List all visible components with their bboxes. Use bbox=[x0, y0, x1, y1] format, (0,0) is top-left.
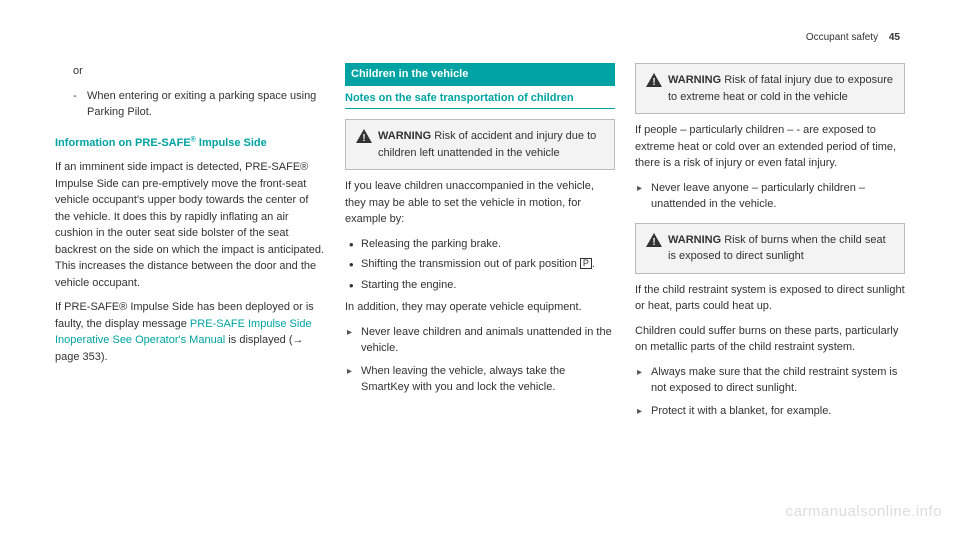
text-or: or bbox=[73, 63, 325, 80]
action-item: Always make sure that the child restrain… bbox=[635, 364, 905, 397]
body-text: In addition, they may operate vehicle eq… bbox=[345, 299, 615, 316]
section-bar-children: Children in the vehicle bbox=[345, 63, 615, 86]
page-number: 45 bbox=[889, 32, 900, 43]
section-rule-notes: Notes on the safe transportation of chil… bbox=[345, 90, 615, 110]
warning-heading: ! WARNING Risk of burns when the child s… bbox=[646, 232, 894, 265]
column-2: Children in the vehicle Notes on the saf… bbox=[345, 63, 615, 425]
warning-triangle-icon: ! bbox=[646, 73, 662, 87]
warning-box: ! WARNING Risk of accident and injury du… bbox=[345, 119, 615, 170]
bullet-item: Shifting the transmission out of park po… bbox=[345, 256, 615, 273]
body-text: If PRE-SAFE® Impulse Side has been deplo… bbox=[55, 299, 325, 365]
bullet-item: Releasing the parking brake. bbox=[345, 236, 615, 253]
warning-triangle-icon: ! bbox=[356, 129, 372, 143]
subheading-impulse-side: Information on PRE-SAFE® Impulse Side bbox=[55, 135, 325, 152]
warning-title: WARNING bbox=[378, 130, 431, 142]
warning-title: WARNING bbox=[668, 234, 721, 246]
warning-heading: ! WARNING Risk of fatal injury due to ex… bbox=[646, 72, 894, 105]
warning-box: ! WARNING Risk of burns when the child s… bbox=[635, 223, 905, 274]
svg-text:!: ! bbox=[652, 77, 655, 87]
action-item: Protect it with a blanket, for example. bbox=[635, 403, 905, 420]
body-text: Children could suffer burns on these par… bbox=[635, 323, 905, 356]
running-header: Occupant safety 45 bbox=[55, 30, 905, 45]
section-title: Occupant safety bbox=[806, 32, 878, 43]
warning-box: ! WARNING Risk of fatal injury due to ex… bbox=[635, 63, 905, 114]
body-text: If you leave children unaccompanied in t… bbox=[345, 178, 615, 228]
body-text: If an imminent side impact is detected, … bbox=[55, 159, 325, 291]
warning-title: WARNING bbox=[668, 74, 721, 86]
body-text: If people – particularly children – - ar… bbox=[635, 122, 905, 172]
action-item: When leaving the vehicle, always take th… bbox=[345, 363, 615, 396]
watermark: carmanualsonline.info bbox=[786, 501, 942, 524]
body-text: If the child restraint system is exposed… bbox=[635, 282, 905, 315]
bullet-item: Starting the engine. bbox=[345, 277, 615, 294]
column-3: ! WARNING Risk of fatal injury due to ex… bbox=[635, 63, 905, 425]
park-position-badge: P bbox=[580, 258, 592, 269]
svg-text:!: ! bbox=[362, 133, 365, 143]
action-item: Never leave anyone – particularly chil­d… bbox=[635, 180, 905, 213]
warning-triangle-icon: ! bbox=[646, 233, 662, 247]
page-content: Occupant safety 45 or When entering or e… bbox=[0, 0, 960, 445]
list-item: When entering or exiting a parking space… bbox=[73, 88, 325, 121]
action-item: Never leave children and animals unat­te… bbox=[345, 324, 615, 357]
column-layout: or When entering or exiting a parking sp… bbox=[55, 63, 905, 425]
svg-text:!: ! bbox=[652, 237, 655, 247]
warning-heading: ! WARNING Risk of accident and injury du… bbox=[356, 128, 604, 161]
column-1: or When entering or exiting a parking sp… bbox=[55, 63, 325, 425]
